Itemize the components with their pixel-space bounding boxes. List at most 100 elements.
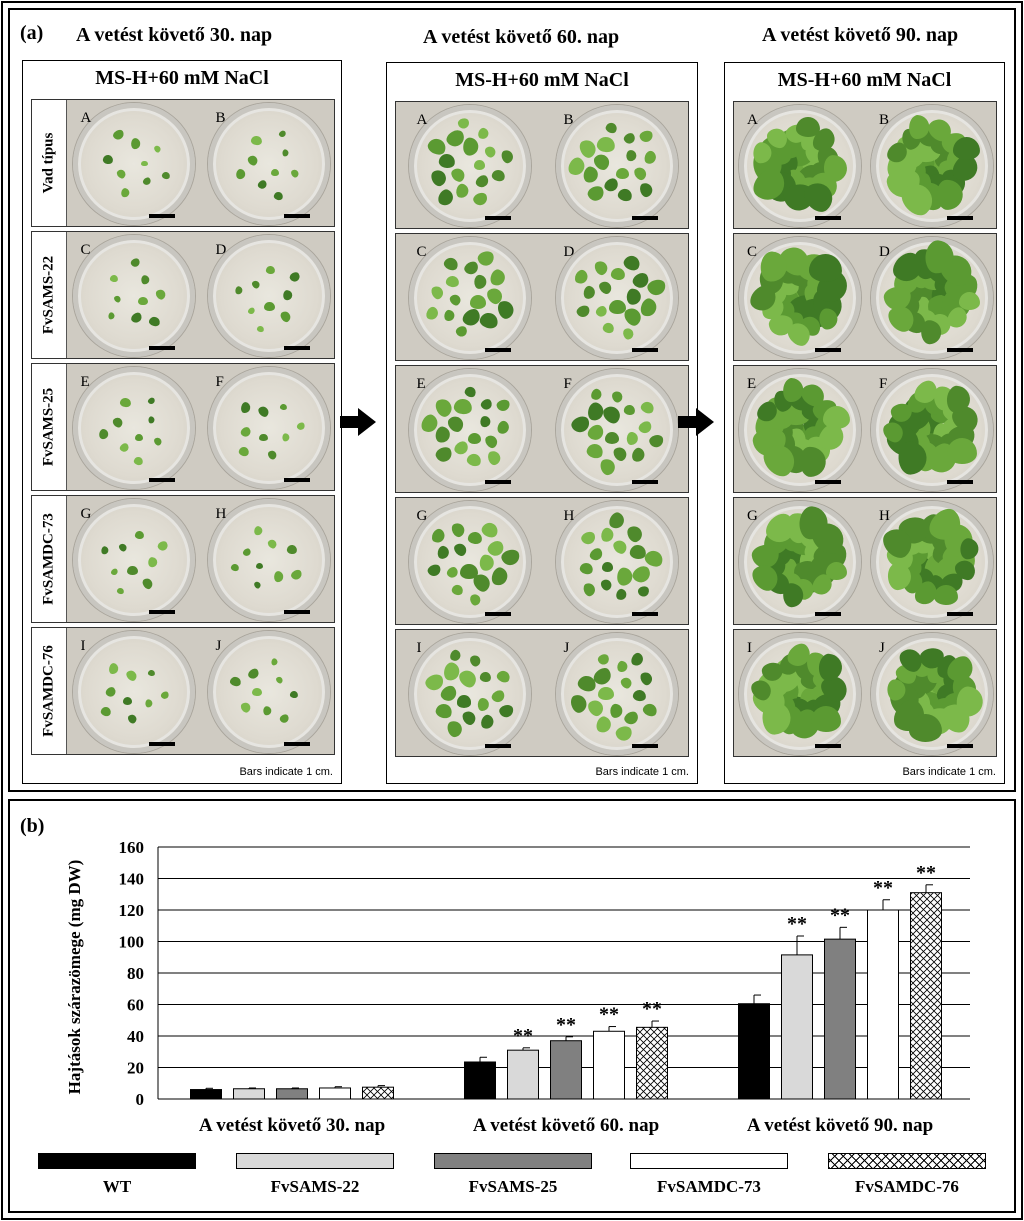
dish-letter: H — [563, 508, 575, 524]
leaf — [592, 258, 610, 278]
scale-bar — [947, 348, 973, 352]
scale-bar — [815, 216, 841, 220]
leaf — [160, 170, 171, 180]
leaf — [279, 713, 291, 725]
leaf — [498, 703, 516, 720]
scale-bar — [283, 214, 310, 218]
bar — [867, 909, 899, 1100]
leaf — [638, 297, 660, 319]
scale-bar — [631, 612, 658, 616]
leaf — [569, 692, 590, 714]
leaf — [289, 567, 304, 582]
leaf — [288, 271, 302, 284]
leaf — [115, 168, 128, 181]
legend-swatch — [828, 1153, 986, 1169]
leaf — [230, 563, 241, 573]
significance-label: ** — [787, 913, 807, 935]
leaf — [610, 537, 630, 557]
leaf — [601, 175, 621, 195]
leaf — [602, 321, 616, 334]
scale-bar — [148, 214, 175, 218]
petri-dish — [871, 633, 993, 755]
leaf — [818, 307, 838, 330]
bar — [636, 1026, 668, 1100]
leaf — [448, 648, 462, 663]
leaf — [489, 565, 510, 588]
leaf — [429, 526, 447, 546]
y-tick-label: 60 — [127, 996, 144, 1015]
scale-bar — [283, 610, 310, 614]
petri-dish — [72, 235, 195, 357]
leaf — [141, 160, 149, 167]
scale-bar — [148, 346, 175, 350]
right-arrow-icon — [678, 408, 714, 436]
photo-row-4: FvSAMDC-73 G H — [31, 495, 335, 623]
leaf — [437, 152, 456, 169]
leaf — [616, 659, 629, 673]
leaf — [264, 301, 276, 312]
leaf — [637, 181, 655, 199]
leaf — [627, 288, 642, 305]
bar — [276, 1088, 308, 1100]
genotype-label: FvSAMDC-76 — [32, 628, 67, 754]
panel-a: (a) A vetést követő 30. nap A vetést köv… — [8, 8, 1016, 792]
leaf — [429, 167, 449, 188]
leaf — [449, 165, 469, 185]
leaf — [647, 433, 665, 450]
leaf — [632, 689, 647, 703]
leaf — [278, 309, 293, 325]
leaf — [241, 547, 253, 558]
leaf — [611, 389, 625, 404]
y-tick-label: 0 — [136, 1090, 145, 1109]
leaf — [229, 675, 243, 688]
leaf — [632, 165, 649, 183]
petri-dish — [408, 105, 531, 227]
legend-item: FvSAMS-22 — [236, 1153, 394, 1201]
petri-dish — [207, 499, 330, 621]
scale-bar — [815, 744, 841, 748]
dish-letter: A — [747, 112, 758, 128]
legend-swatch — [630, 1153, 788, 1169]
leaf — [473, 274, 487, 290]
leaf — [822, 406, 850, 430]
leaf — [582, 165, 600, 185]
leaf — [473, 173, 491, 190]
leaf — [247, 306, 257, 316]
leaf — [259, 433, 269, 442]
leaf — [457, 117, 471, 131]
leaf — [111, 415, 125, 429]
dish-letter: E — [80, 374, 90, 390]
leaf — [275, 675, 285, 685]
legend-label: FvSAMDC-76 — [855, 1177, 959, 1196]
leaf — [955, 685, 984, 718]
scale-bar — [484, 612, 511, 616]
leaf — [450, 583, 465, 596]
scale-note: Bars indicate 1 cm. — [902, 766, 996, 778]
bar — [550, 1040, 582, 1100]
petri-dish — [408, 633, 531, 755]
scale-note: Bars indicate 1 cm. — [239, 766, 333, 778]
dish-letter: J — [563, 640, 570, 656]
leaf — [478, 398, 494, 412]
leaf — [251, 279, 262, 290]
leaf — [238, 445, 251, 457]
leaf — [113, 294, 123, 304]
leaf — [152, 435, 163, 447]
leaf — [271, 169, 280, 176]
photo-row-2: FvSAMS-22 C D — [31, 231, 335, 359]
leaf — [622, 709, 641, 728]
bar — [190, 1089, 222, 1100]
leaf — [477, 697, 490, 712]
leaf — [477, 127, 491, 141]
leaf — [500, 547, 522, 567]
dish-letter: C — [416, 244, 427, 260]
scale-bar — [631, 480, 658, 484]
leaf — [614, 724, 634, 743]
leaf — [602, 562, 614, 572]
leaf — [474, 160, 486, 170]
genotype-label-text: FvSAMDC-76 — [40, 645, 57, 737]
